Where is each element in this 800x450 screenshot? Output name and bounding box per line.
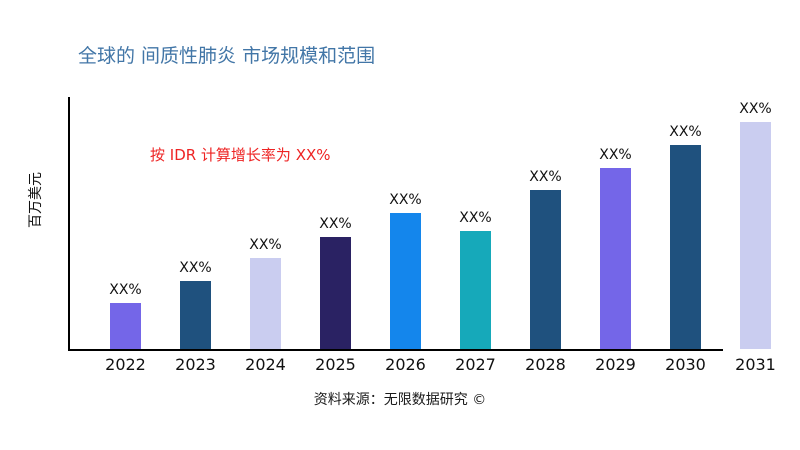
bar-2026 — [390, 213, 421, 349]
y-axis-label: 百万美元 — [28, 172, 44, 228]
x-tick-label: 2023 — [175, 355, 216, 374]
bar-value-label: XX% — [599, 147, 632, 163]
bar-2031 — [740, 122, 771, 349]
x-tick-label: 2022 — [105, 355, 146, 374]
bar-2028 — [530, 190, 561, 349]
bar-value-label: XX% — [109, 282, 142, 298]
bar-value-label: XX% — [249, 237, 282, 253]
chart-title: 全球的 间质性肺炎 市场规模和范围 — [78, 45, 376, 67]
y-axis-line — [68, 97, 70, 349]
bar-value-label: XX% — [459, 210, 492, 226]
x-tick-label: 2027 — [455, 355, 496, 374]
bar-2022 — [110, 303, 141, 349]
x-tick-label: 2031 — [735, 355, 776, 374]
bar-value-label: XX% — [319, 216, 352, 232]
x-tick-label: 2030 — [665, 355, 706, 374]
source-note: 资料来源：无限数据研究 © — [313, 392, 487, 408]
bar-value-label: XX% — [669, 124, 702, 140]
bar-value-label: XX% — [179, 260, 212, 276]
x-axis-line — [68, 349, 723, 351]
bar-value-label: XX% — [529, 169, 562, 185]
x-tick-label: 2028 — [525, 355, 566, 374]
bar-value-label: XX% — [389, 192, 422, 208]
x-tick-label: 2026 — [385, 355, 426, 374]
bar-2025 — [320, 237, 351, 349]
bar-2029 — [600, 168, 631, 349]
x-tick-label: 2029 — [595, 355, 636, 374]
bar-2024 — [250, 258, 281, 349]
bar-2027 — [460, 231, 491, 349]
bar-2030 — [670, 145, 701, 349]
bar-2023 — [180, 281, 211, 349]
x-tick-label: 2024 — [245, 355, 286, 374]
bar-value-label: XX% — [739, 101, 772, 117]
x-tick-label: 2025 — [315, 355, 356, 374]
growth-rate-note: 按 IDR 计算增长率为 XX% — [150, 146, 331, 164]
